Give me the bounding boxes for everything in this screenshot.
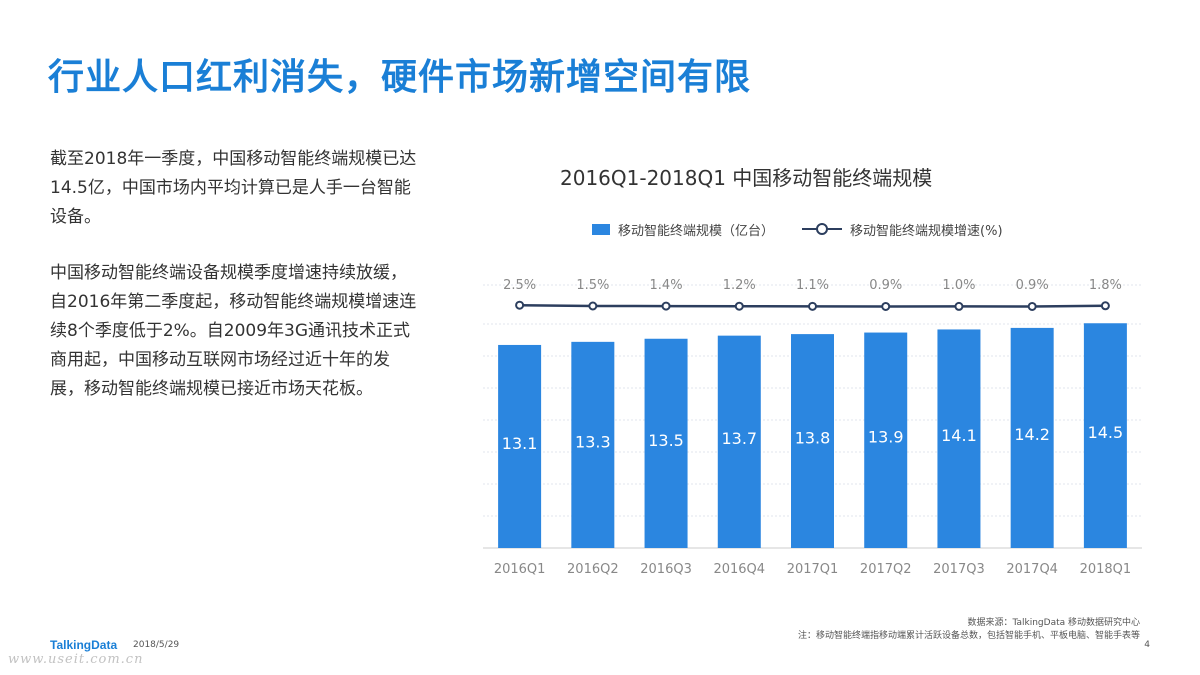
x-tick-label: 2017Q2 xyxy=(860,562,912,577)
legend-bar-label: 移动智能终端规模（亿台） xyxy=(618,223,775,239)
legend-line-swatch xyxy=(802,223,843,235)
bar-data-label: 13.7 xyxy=(721,429,757,448)
bar-data-label: 13.8 xyxy=(795,428,831,447)
page-title: 行业人口红利消失，硬件市场新增空间有限 xyxy=(48,57,752,98)
bar-data-label: 13.5 xyxy=(648,431,684,450)
legend-line-label: 移动智能终端规模增速(%) xyxy=(850,223,1003,239)
growth-point xyxy=(954,301,964,311)
x-tick-label: 2017Q4 xyxy=(1006,562,1058,577)
legend-bar-swatch xyxy=(592,223,610,235)
report-date: 2018/5/29 xyxy=(133,640,180,650)
growth-data-label: 2.5% xyxy=(503,278,536,293)
growth-point xyxy=(661,301,671,311)
bar xyxy=(717,335,761,548)
growth-point xyxy=(515,300,525,310)
x-tick-label: 2016Q1 xyxy=(494,562,546,577)
bar xyxy=(864,332,908,548)
bar xyxy=(937,329,981,548)
bar xyxy=(791,334,834,548)
summary-paragraph-1: 截至2018年一季度，中国移动智能终端规模已达14.5亿，中国市场内平均计算已是… xyxy=(50,149,417,227)
growth-point xyxy=(588,301,598,311)
growth-data-label: 1.0% xyxy=(942,278,975,293)
summary-paragraph-2: 中国移动智能终端设备规模季度增速持续放缓，自2016年第二季度起，移动智能终端规… xyxy=(50,263,417,399)
bar xyxy=(498,344,542,548)
bar-data-label: 13.9 xyxy=(868,428,904,447)
data-source: 数据来源：TalkingData 移动数据研究中心 xyxy=(967,618,1140,628)
brand-logo: TalkingData xyxy=(50,638,118,652)
bar-data-label: 14.1 xyxy=(941,426,977,445)
growth-data-label: 1.5% xyxy=(576,278,609,293)
growth-data-label: 1.4% xyxy=(650,278,683,293)
chart-legend: 移动智能终端规模（亿台） 移动智能终端规模增速(%) xyxy=(592,218,1003,240)
summary-text: 截至2018年一季度，中国移动智能终端规模已达14.5亿，中国市场内平均计算已是… xyxy=(50,145,420,431)
x-tick-label: 2017Q3 xyxy=(933,562,985,577)
x-tick-label: 2018Q1 xyxy=(1080,562,1132,577)
bar-data-label: 13.3 xyxy=(575,432,611,451)
x-tick-label: 2016Q4 xyxy=(713,562,765,577)
page-number: 4 xyxy=(1144,640,1150,650)
growth-point xyxy=(1027,301,1037,311)
growth-data-label: 0.9% xyxy=(1016,278,1049,293)
bar-data-label: 14.2 xyxy=(1014,425,1050,444)
growth-data-label: 0.9% xyxy=(869,278,902,293)
bar xyxy=(644,338,688,548)
x-tick-label: 2016Q3 xyxy=(640,562,692,577)
growth-data-label: 1.1% xyxy=(796,278,829,293)
bar xyxy=(1083,323,1127,548)
x-tick-label: 2016Q2 xyxy=(567,562,619,577)
bar xyxy=(571,341,615,548)
bar-data-label: 13.1 xyxy=(502,434,538,453)
growth-point xyxy=(881,301,891,311)
bar xyxy=(1010,327,1054,548)
growth-data-label: 1.8% xyxy=(1089,278,1122,293)
growth-point xyxy=(808,301,817,311)
footnote: 注：移动智能终端指移动端累计活跃设备总数，包括智能手机、平板电脑、智能手表等 xyxy=(797,631,1140,641)
growth-data-label: 1.2% xyxy=(723,278,756,293)
x-tick-label: 2017Q1 xyxy=(787,562,839,577)
growth-point xyxy=(734,301,744,311)
growth-point xyxy=(1100,301,1110,311)
chart-title: 2016Q1-2018Q1 中国移动智能终端规模 xyxy=(560,166,933,190)
bar-data-label: 14.5 xyxy=(1088,423,1124,442)
watermark: www.useit.com.cn xyxy=(8,652,144,667)
